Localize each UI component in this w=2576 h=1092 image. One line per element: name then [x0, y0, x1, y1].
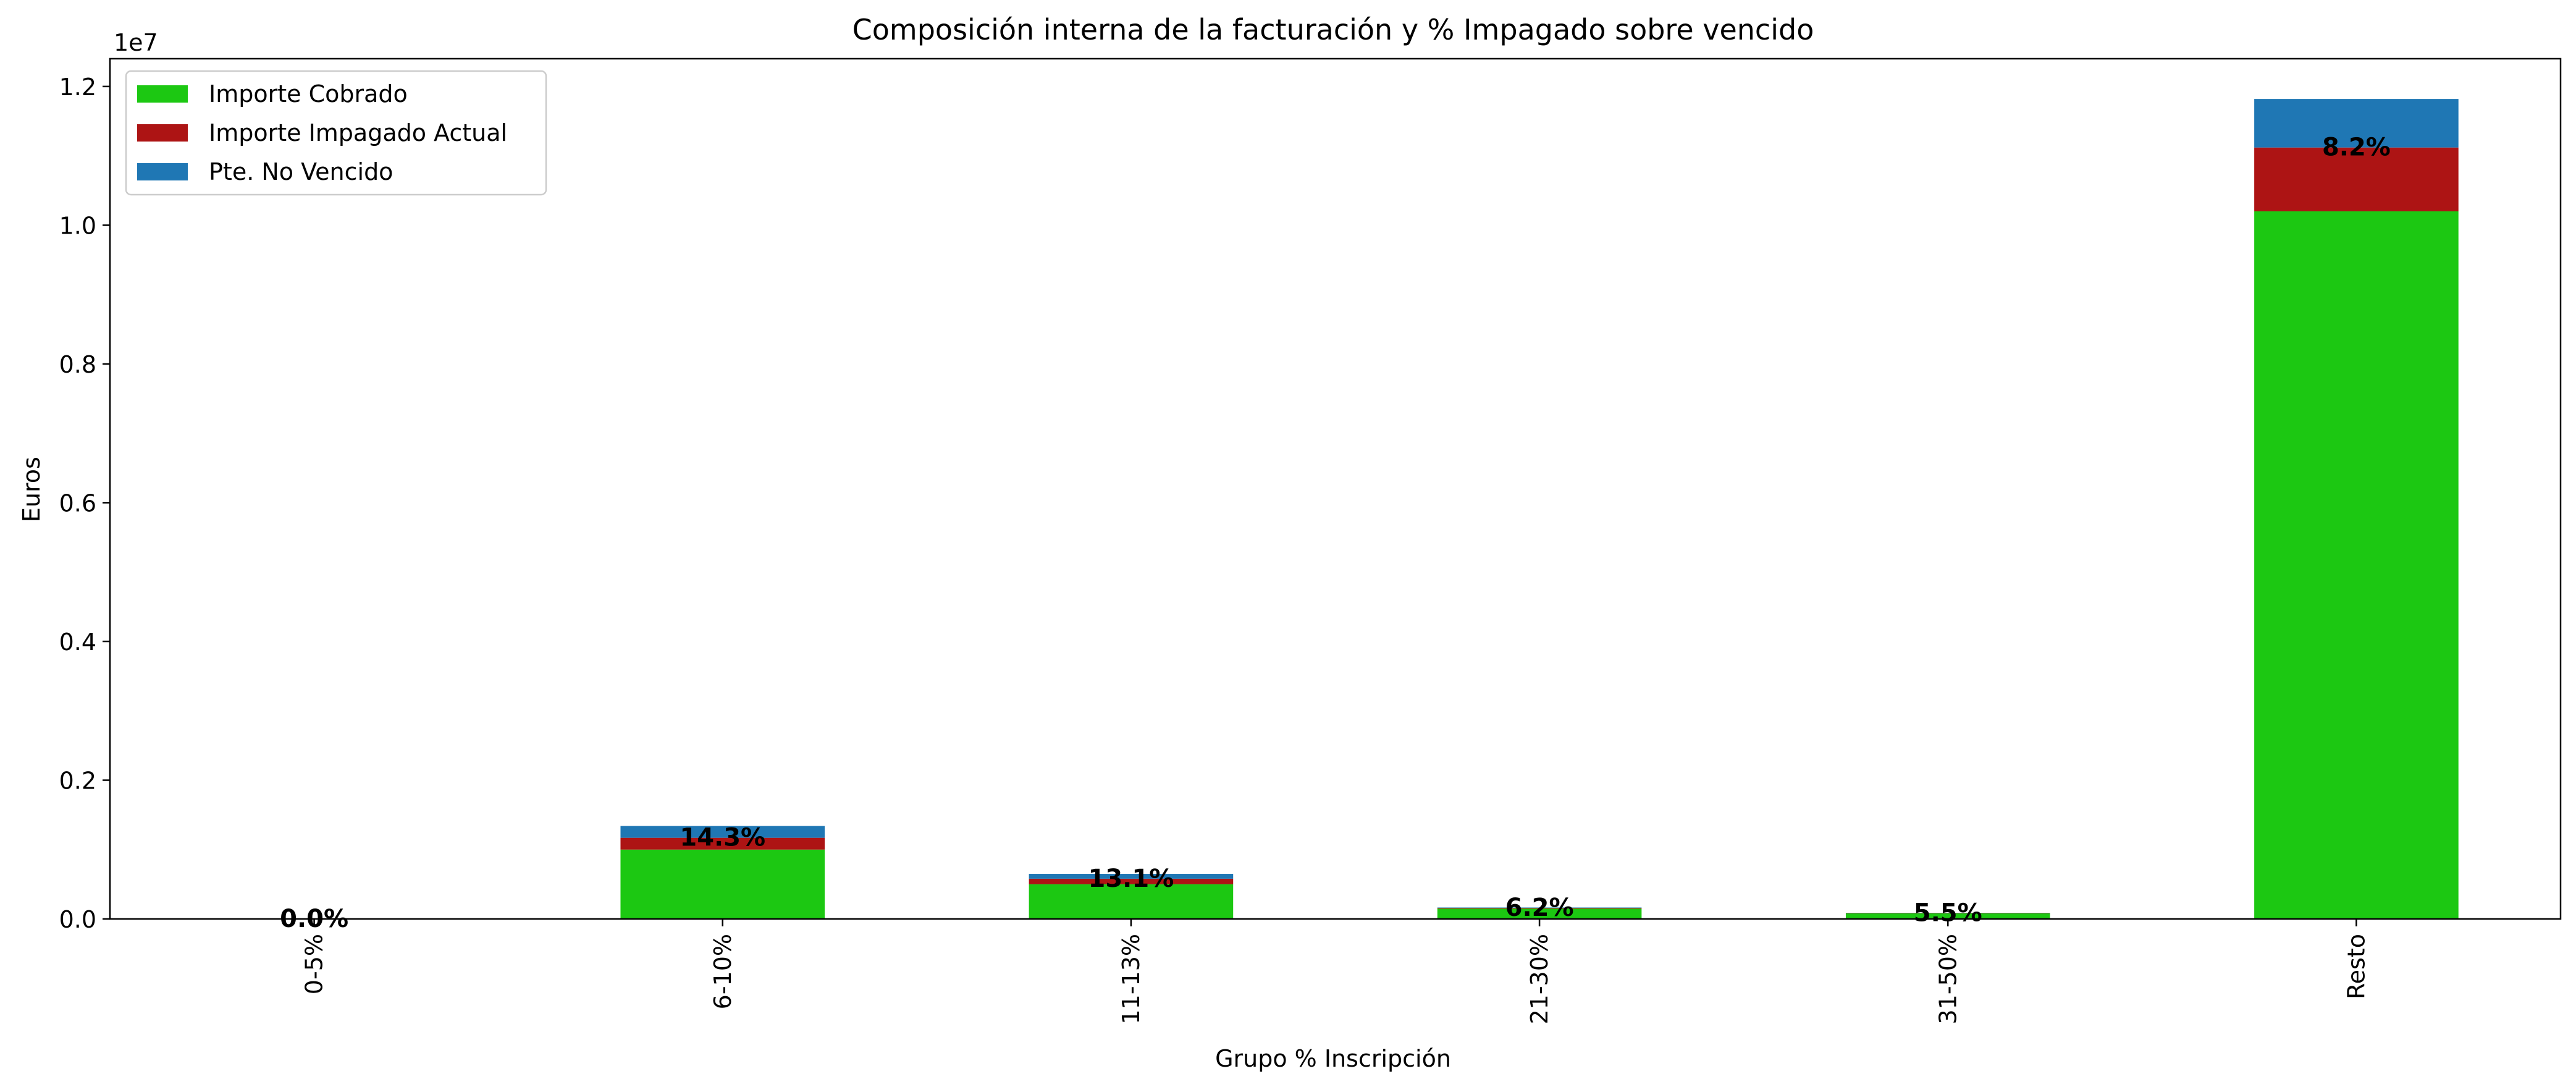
- legend-label: Importe Cobrado: [209, 80, 408, 108]
- bar-11-13%-importe-impagado-actual: [1029, 878, 1234, 884]
- x-axis-label: Grupo % Inscripción: [1215, 1045, 1451, 1072]
- y-tick-label: 0.2: [59, 767, 96, 794]
- legend-frame: [125, 70, 547, 196]
- legend: Importe Cobrado Importe Impagado Actual Pt…: [125, 70, 547, 196]
- y-axis-label: Euros: [18, 457, 45, 522]
- plot-area: 0.0%14.3%13.1%6.2% 5.5%8.2%0.00.20.40.60.…: [59, 57, 2562, 1025]
- y-tick-label: 1.2: [59, 74, 96, 101]
- bar-11-13%-pte-no-vencido: [1029, 874, 1234, 879]
- bar-21-30%-pte-no-vencido: [1437, 907, 1642, 908]
- bar-annotation: 14.3%: [680, 824, 765, 852]
- x-tick-label: 31-50%: [1934, 934, 1961, 1025]
- y-offset-label: 1e7: [114, 29, 158, 56]
- bar-11-13%-importe-cobrado: [1029, 884, 1234, 919]
- x-tick-label: 21-30%: [1526, 934, 1553, 1025]
- y-tick-label: 0.0: [59, 906, 96, 933]
- legend-label: Importe Impagado Actual: [209, 119, 507, 146]
- bar-6-10%-pte-no-vencido: [620, 826, 825, 838]
- bar-annotation: 8.2%: [2322, 133, 2391, 162]
- chart-title: Composición interna de la facturación y …: [852, 13, 1814, 46]
- bar-Resto-importe-cobrado: [2254, 211, 2459, 919]
- bar-Resto-pte-no-vencido: [2254, 99, 2459, 148]
- bar-annotation: 13.1%: [1088, 865, 1174, 893]
- x-tick-label: 11-13%: [1118, 934, 1145, 1025]
- legend-swatch: [137, 85, 188, 103]
- y-tick-label: 0.8: [59, 351, 96, 378]
- x-tick-label: Resto: [2342, 934, 2370, 999]
- bar-21-30%-importe-cobrado: [1437, 908, 1642, 919]
- y-tick-label: 1.0: [59, 212, 96, 239]
- legend-swatch: [137, 124, 188, 142]
- axes-frame: [109, 57, 2562, 920]
- bar-6-10%-importe-cobrado: [620, 849, 825, 919]
- x-tick-label: 0-5%: [301, 934, 328, 994]
- bar-6-10%-importe-impagado-actual: [620, 837, 825, 850]
- y-tick-label: 0.4: [59, 629, 96, 656]
- y-tick-label: 0.6: [59, 489, 96, 517]
- x-tick-label: 6-10%: [709, 934, 736, 1009]
- legend-label: Pte. No Vencido: [209, 158, 393, 185]
- bar-Resto-importe-impagado-actual: [2254, 147, 2459, 211]
- legend-swatch: [137, 163, 188, 180]
- bar-annotation: 6.2%: [1505, 894, 1574, 922]
- bar-31-50%-importe-cobrado: [1845, 913, 2050, 919]
